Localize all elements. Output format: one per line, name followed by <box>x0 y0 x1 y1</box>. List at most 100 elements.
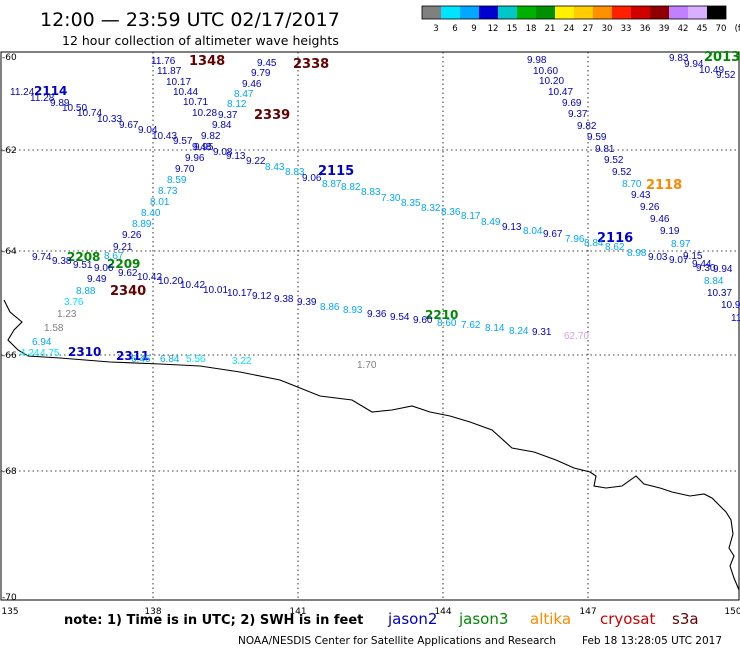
colorbar-label: (ft) <box>735 24 740 34</box>
swh-reading: 11.24 <box>10 87 35 98</box>
swh-reading: 9.52 <box>604 155 624 166</box>
swh-reading: 10.33 <box>97 114 122 125</box>
swh-reading: 9.79 <box>251 68 271 79</box>
swh-reading: 9.74 <box>32 252 52 263</box>
swh-reading: 4.75 <box>40 348 60 359</box>
swh-reading: 8.73 <box>158 186 178 197</box>
swh-reading: 11.76 <box>151 56 176 67</box>
swh-reading: 9.67 <box>543 229 563 240</box>
colorbar-swatch <box>593 6 612 19</box>
satellite-name: cryosat <box>600 610 655 628</box>
colorbar-swatch <box>517 6 536 19</box>
swh-reading: 9.06 <box>302 173 322 184</box>
swh-reading: 9.51 <box>73 260 93 271</box>
swh-reading: 4.24 <box>20 348 40 359</box>
colorbar-swatch <box>460 6 479 19</box>
swh-reading: 10.44 <box>173 87 198 98</box>
swh-reading: 9.13 <box>502 222 522 233</box>
antarctic-coastline <box>3 299 740 591</box>
swh-reading: 9.67 <box>119 120 139 131</box>
swh-reading: 8.62 <box>605 242 625 253</box>
swh-reading: 11 <box>731 313 740 324</box>
swh-reading: 9.30 <box>696 263 716 274</box>
colorbar-label: 42 <box>678 24 689 34</box>
colorbar-label: 39 <box>659 24 670 34</box>
colorbar-label: 18 <box>526 24 537 34</box>
satellite-name: s3a <box>672 610 699 628</box>
colorbar-swatch <box>574 6 593 19</box>
swh-reading: 9.12 <box>252 291 272 302</box>
swh-reading: 6.46 <box>131 354 151 365</box>
swh-reading: 10.43 <box>152 131 177 142</box>
swh-reading: 9.82 <box>201 131 221 142</box>
swh-reading: 8.93 <box>343 305 363 316</box>
swh-reading: 9.36 <box>367 309 387 320</box>
swh-reading: 8.83 <box>361 187 381 198</box>
swh-reading: 10.17 <box>166 77 191 88</box>
swh-reading: 10.37 <box>707 288 732 299</box>
colorbar-swatch <box>479 6 498 19</box>
swh-reading: 11.87 <box>157 66 182 77</box>
swh-reading: 9.39 <box>297 297 317 308</box>
swh-reading: 6.84 <box>160 354 180 365</box>
swh-reading: 1.70 <box>357 360 377 371</box>
swh-reading: 8.04 <box>523 226 543 237</box>
lat-tick-label: -64 <box>2 247 17 257</box>
colorbar-label: 36 <box>640 24 651 34</box>
swh-reading: 8.59 <box>167 175 187 186</box>
swh-reading: 10.42 <box>137 272 162 283</box>
swh-reading: 9.49 <box>87 274 107 285</box>
lon-tick-label: 147 <box>579 607 596 617</box>
swh-reading: 9.45 <box>257 58 277 69</box>
swh-reading: 9.95 <box>194 142 214 153</box>
pass-label: 2210 <box>425 308 458 322</box>
swh-reading: 8.67 <box>104 251 124 262</box>
swh-reading: 9.52 <box>716 70 736 81</box>
swh-reading: 9.46 <box>650 214 670 225</box>
swh-reading: 8.83 <box>285 167 305 178</box>
swh-reading: 9.70 <box>175 164 195 175</box>
swh-reading: 9.13 <box>226 151 246 162</box>
pass-label: 2310 <box>68 345 101 359</box>
swh-reading: 9.38 <box>274 294 294 305</box>
pass-label: 2115 <box>318 164 354 179</box>
swh-reading: 1.58 <box>44 323 64 334</box>
colorbar-label: 21 <box>545 24 556 34</box>
swh-reading: 8.89 <box>132 219 152 230</box>
swh-reading: 9.54 <box>390 312 410 323</box>
swh-reading: 8.86 <box>320 302 340 313</box>
swh-reading: 3.22 <box>232 356 252 367</box>
swh-reading: 10.20 <box>539 76 564 87</box>
swh-reading: 8.14 <box>485 323 505 334</box>
colorbar-swatch <box>631 6 650 19</box>
map-subtitle: 12 hour collection of altimeter wave hei… <box>62 33 339 48</box>
colorbar-label: 33 <box>621 24 632 34</box>
swh-reading: 9.98 <box>527 55 547 66</box>
lat-lon-grid: 135 138 141 144 147 150 -60 -62 -64 -66 -68 -70 <box>1 52 740 617</box>
swh-reading: 8.84 <box>704 276 724 287</box>
swh-reading: 9.26 <box>640 202 660 213</box>
swh-reading: 10.47 <box>548 87 573 98</box>
pass-label: 2114 <box>34 84 67 98</box>
lon-tick-label: 141 <box>289 607 306 617</box>
colorbar-label: 30 <box>602 24 613 34</box>
swh-reading: 7.62 <box>461 320 481 331</box>
lat-tick-label: -68 <box>2 467 17 477</box>
colorbar-label: 70 <box>716 24 727 34</box>
pass-label: 2339 <box>254 108 290 123</box>
swh-reading: 10.74 <box>77 108 102 119</box>
map-title: 12:00 — 23:59 UTC 02/17/2017 <box>40 9 340 31</box>
swh-reading: 10.17 <box>227 288 252 299</box>
colorbar-label: 9 <box>471 24 476 34</box>
pass-label: 2013 <box>704 50 740 65</box>
lon-tick-label: 144 <box>434 607 451 617</box>
pass-label: 2338 <box>293 57 329 72</box>
swh-reading: 8.17 <box>461 211 481 222</box>
swh-reading: 9.19 <box>660 226 680 237</box>
swh-reading: 5.56 <box>186 354 206 365</box>
pass-label: 2340 <box>110 284 146 299</box>
colorbar-label: 12 <box>488 24 499 34</box>
swh-reading: 9.37 <box>568 109 588 120</box>
